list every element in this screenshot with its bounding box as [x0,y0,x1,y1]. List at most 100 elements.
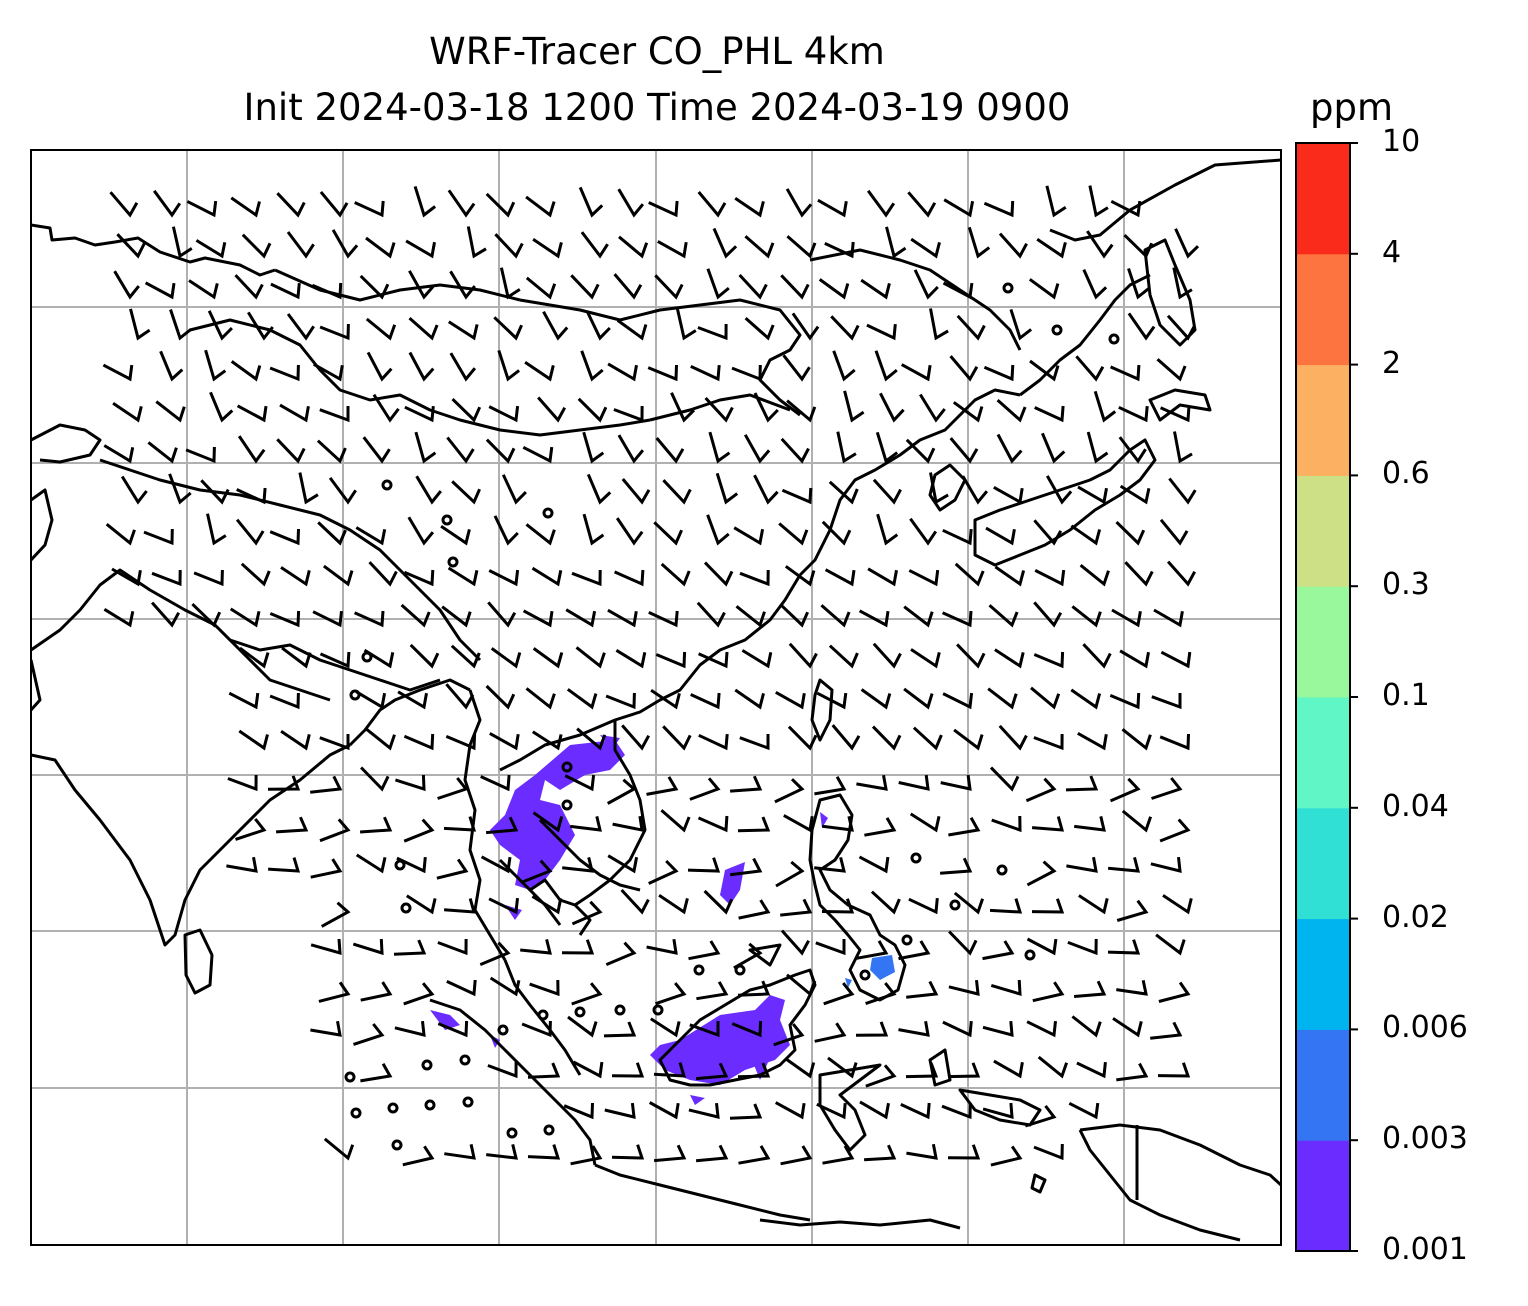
wind-barb [565,608,597,628]
wind-barb [779,603,809,628]
wind-barb [648,859,679,885]
wind-barb [660,562,691,587]
wind-barb [279,403,310,423]
wind-barb [147,441,178,464]
wind-barb [874,350,898,382]
wind-barb [653,1144,687,1163]
wind-barb [613,569,645,587]
wind-barb [286,231,315,259]
wind-barb [281,646,312,669]
wind-barb [815,939,846,956]
wind-barb [236,404,268,423]
wind-barb [982,1020,1014,1037]
wind-barb [620,888,650,915]
wind-barb [480,774,511,792]
wind-barb [103,444,135,464]
wind-barb [775,690,806,710]
wind-barb [780,274,810,300]
wind-barb [993,485,1024,505]
border-thai-burma [498,858,562,926]
wind-barb [524,361,555,382]
wind-barb [956,643,986,669]
wind-barb [488,897,519,915]
wind-barb [775,860,805,888]
wind-barb [437,1020,469,1038]
wind-barb [155,400,186,423]
wind-barb [408,270,435,300]
wind-barb [1037,1055,1069,1079]
wind-barb [774,1101,806,1120]
wind-barb [1127,268,1150,300]
wind-barb [941,610,973,628]
wind-barb [988,604,1019,628]
wind-barb [1150,856,1182,873]
wind-barb [1157,1062,1191,1078]
wind-barb [1158,981,1191,1003]
wind-barb [605,941,637,966]
tracer-patch-java-sea [690,1095,705,1105]
wind-barb [618,235,649,259]
wind-barb [953,891,985,915]
wind-barb [191,603,222,628]
wind-barb [1112,1017,1143,1038]
wind-barb [919,393,946,423]
wind-barb [235,518,265,546]
wind-barb [116,233,146,259]
wind-barb [900,1102,931,1120]
wind-barb [298,472,319,505]
wind-barb [1109,777,1141,803]
wind-barb [983,364,1015,382]
wind-barb [648,200,679,218]
wind-barb [109,191,139,218]
wind-barb [578,186,604,218]
wind-barb [909,812,941,833]
wind-barb [1041,432,1066,464]
coast-hokkaido [1148,388,1212,422]
wind-barb [743,434,771,464]
wind-barb [606,778,637,805]
wind-barb [186,200,218,218]
wind-barb [207,310,233,341]
colorbar-segment [1296,697,1350,809]
coast-java [594,1163,811,1222]
wind-barb [828,644,859,669]
wind-barb [908,569,940,587]
wind-barb [286,313,315,341]
map-title-line-1: WRF-Tracer CO_PHL 4km [429,30,885,73]
wind-barb [209,391,234,423]
wind-barb [823,982,855,1006]
wind-barb [521,859,553,884]
wind-barb [648,1101,680,1120]
wind-barb [310,858,343,879]
wind-barb [449,352,477,382]
wind-barb [1065,775,1099,792]
wind-barb [774,778,805,804]
wind-barb [906,980,939,999]
wind-barb-calm [859,969,871,981]
wind-barb [1033,601,1063,628]
wind-barb [144,281,176,300]
wind-barb-calm [1108,333,1120,345]
wind-barb [871,725,902,751]
wind-barb [403,733,435,751]
colorbar-segment [1296,1029,1350,1141]
colorbar-tick-label: 0.02 [1382,899,1449,935]
wind-barb [906,1143,938,1160]
wind-barb [171,226,193,259]
wind-barb [1118,436,1147,464]
wind-barb [312,610,343,628]
wind-barb [898,1020,930,1037]
wind-barb [150,601,181,628]
wind-barb [993,1059,1024,1079]
wind-barb [571,569,602,587]
colorbar-unit-label: ppm [1310,86,1394,129]
wind-barb [1073,980,1107,998]
colorbar-segment [1296,1140,1350,1252]
wind-barb [169,309,192,341]
wind-barb [1151,777,1183,800]
wind-barb [414,431,437,464]
wind-barb [961,475,989,505]
coast-new-guinea-north [1079,1123,1281,1187]
wind-barb [864,1144,897,1162]
wind-barb [405,894,437,915]
